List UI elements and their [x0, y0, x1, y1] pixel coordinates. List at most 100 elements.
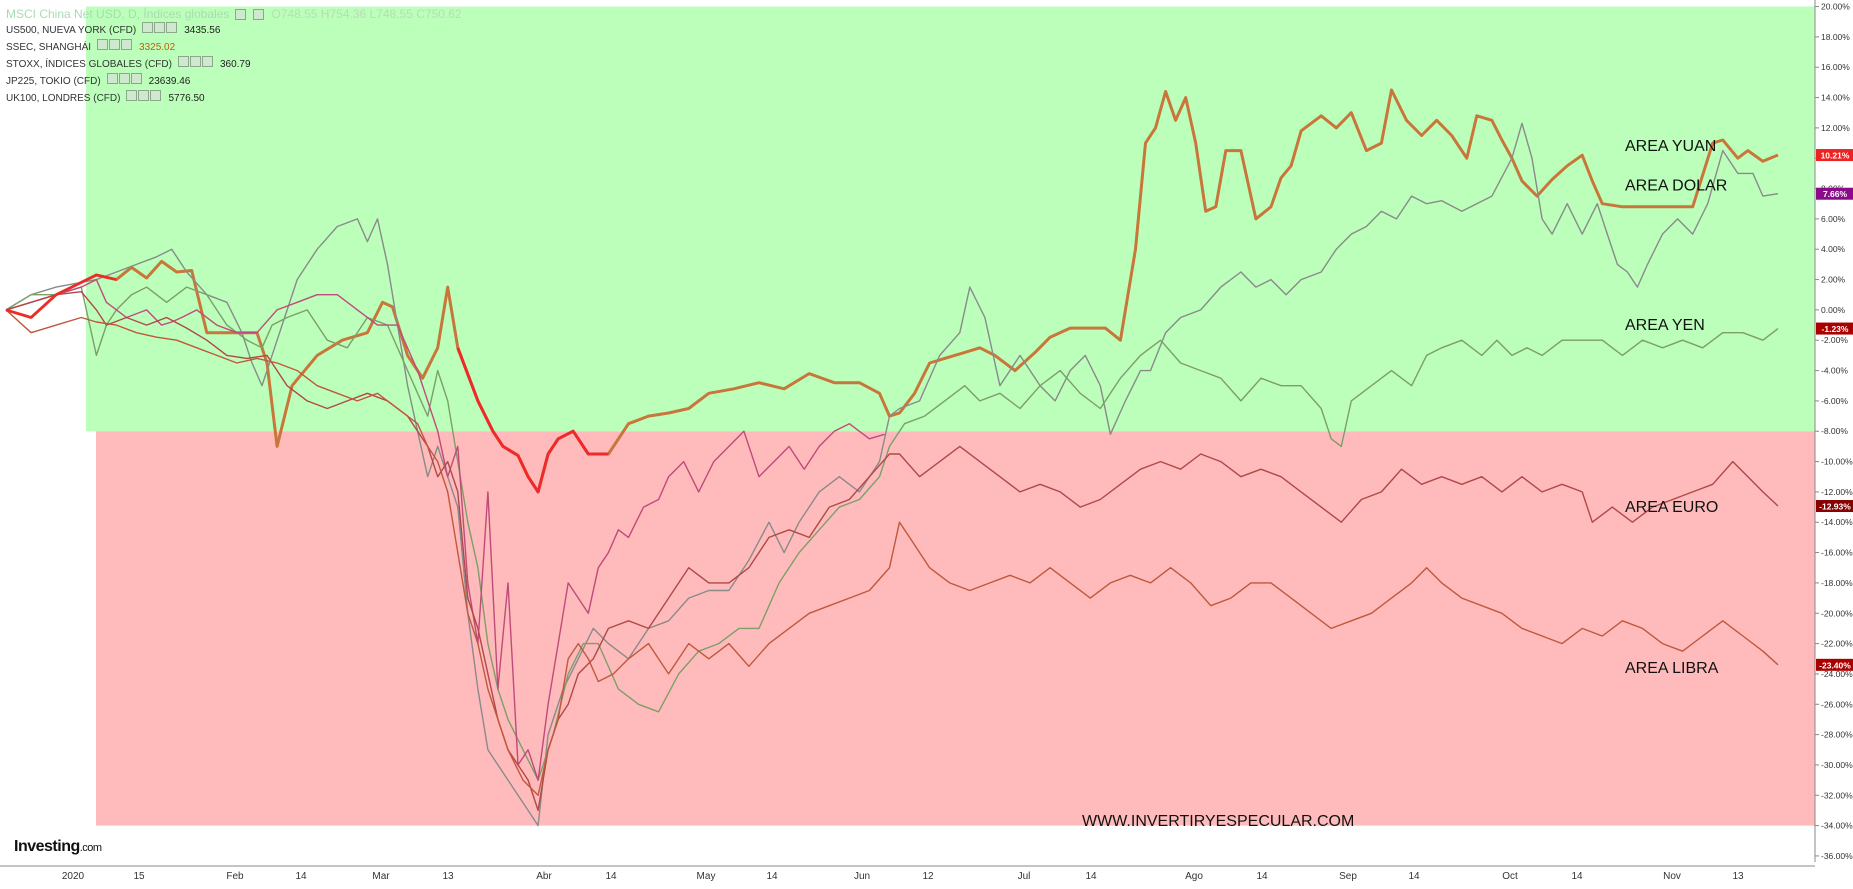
toggle-icon[interactable] [235, 8, 247, 20]
legend-row-icons[interactable] [177, 56, 214, 73]
y-tick-label: 14.00% [1821, 93, 1850, 103]
series-layer [5, 88, 1779, 827]
last-value-tag [1816, 500, 1853, 513]
y-axis: 20.00%18.00%16.00%14.00%12.00%10.00%8.00… [1814, 0, 1853, 862]
legend-row-icons[interactable] [97, 39, 133, 56]
settings-icon[interactable] [118, 73, 130, 84]
eye-icon[interactable] [106, 73, 118, 84]
x-tick-label: 13 [1732, 871, 1744, 882]
y-tick-label: -30.00% [1821, 760, 1853, 770]
legend-row[interactable]: STOXX, ÍNDICES GLOBALES (CFD) 360.79 [6, 56, 462, 73]
x-tick-label: 15 [133, 871, 145, 882]
series-line-6 [5, 309, 1779, 796]
close-icon[interactable] [166, 22, 178, 33]
y-tick-label: -14.00% [1821, 517, 1853, 527]
brand-suffix: .com [79, 842, 102, 854]
legend-row-name: UK100, LONDRES (CFD) [6, 92, 121, 104]
area-label: AREA DOLAR [1625, 178, 1727, 195]
y-tick-label: -32.00% [1821, 790, 1853, 800]
y-tick-label: -22.00% [1821, 639, 1853, 649]
y-tick-label: -4.00% [1821, 366, 1848, 376]
y-tick-label: 16.00% [1821, 62, 1850, 72]
legend-row-icons[interactable] [142, 22, 178, 39]
legend-row[interactable]: JP225, TOKIO (CFD) 23639.46 [6, 73, 462, 90]
close-icon[interactable] [130, 73, 142, 84]
last-value-tags: 10.21% 7.66% -1.23% -12.93% -23.40% [1816, 149, 1853, 671]
series-highlight-start [5, 273, 117, 319]
series-line-4 [5, 278, 885, 781]
series-line-5 [5, 291, 1779, 812]
x-axis: 2020 15 Feb 14 Mar 13 Abr 14 May 14 Jun 12 Jul 14 Ago 1… [0, 865, 1815, 882]
settings-icon[interactable] [154, 22, 166, 33]
last-value-label: 7.66% [1823, 189, 1848, 199]
y-tick-label: 6.00% [1821, 214, 1846, 224]
y-tick-label: 4.00% [1821, 244, 1846, 254]
legend-row-icons[interactable] [126, 90, 162, 107]
area-label: AREA EURO [1625, 499, 1718, 516]
legend-row[interactable]: UK100, LONDRES (CFD) 5776.50 [6, 90, 462, 107]
brand-name: Investing [14, 838, 80, 855]
legend-row-name: US500, NUEVA YORK (CFD) [6, 24, 137, 36]
x-tick-label: 14 [605, 871, 617, 882]
x-tick-label: Jun [854, 871, 870, 882]
legend-row-value: 360.79 [219, 58, 251, 70]
last-value-label: -12.93% [1819, 502, 1851, 512]
eye-icon[interactable] [177, 56, 189, 67]
eye-icon[interactable] [142, 22, 154, 33]
y-tick-label: 20.00% [1821, 2, 1850, 12]
x-tick-label: 14 [1085, 871, 1097, 882]
y-tick-label: -2.00% [1821, 335, 1848, 345]
last-value-tag [1816, 322, 1853, 335]
y-tick-label: 2.00% [1821, 275, 1846, 285]
last-value-label: -1.23% [1822, 324, 1849, 334]
legend-row-value: 3325.02 [139, 41, 176, 53]
y-tick-label: -8.00% [1821, 426, 1848, 436]
y-tick-label: 0.00% [1821, 305, 1846, 315]
brand-logo: Investing.com [14, 838, 102, 856]
close-icon[interactable] [201, 56, 213, 67]
series-line-3 [5, 286, 1779, 781]
legend-row-name: JP225, TOKIO (CFD) [6, 75, 101, 87]
eye-icon[interactable] [97, 39, 109, 50]
last-value-tag [1816, 187, 1853, 200]
y-tick-label: -18.00% [1821, 578, 1853, 588]
legend-main[interactable]: MSCI China Net USD, D, Índices globales … [6, 6, 462, 22]
x-tick-label: 12 [922, 871, 934, 882]
last-value-label: -23.40% [1819, 660, 1851, 670]
x-tick-label: 14 [1408, 871, 1420, 882]
watermark-text: WWW.INVERTIRYESPECULAR.COM [1082, 813, 1354, 830]
settings-icon[interactable] [189, 56, 201, 67]
area-label: AREA YEN [1625, 317, 1705, 334]
settings-icon[interactable] [253, 8, 265, 20]
settings-icon[interactable] [109, 39, 121, 50]
legend-row-name: SSEC, SHANGHÁI [6, 41, 92, 53]
legend-row-icons[interactable] [106, 73, 143, 90]
series-line-2 [5, 122, 1779, 827]
y-tick-label: -12.00% [1821, 487, 1853, 497]
x-tick-label: 14 [1571, 871, 1583, 882]
legend-row[interactable]: SSEC, SHANGHÁI 3325.02 [6, 39, 462, 56]
legend-row-value: 3435.56 [184, 24, 221, 36]
y-tick-label: -28.00% [1821, 730, 1853, 740]
x-tick-label: Abr [536, 871, 552, 882]
zone-red [96, 431, 1815, 826]
x-tick-label: Nov [1663, 871, 1681, 882]
settings-icon[interactable] [138, 90, 150, 101]
last-value-label: 10.21% [1821, 151, 1850, 161]
legend-row[interactable]: US500, NUEVA YORK (CFD) 3435.56 [6, 22, 462, 39]
y-tick-label: -6.00% [1821, 396, 1848, 406]
legend: MSCI China Net USD, D, Índices globales … [6, 6, 462, 107]
y-tick-label: -26.00% [1821, 699, 1853, 709]
x-tick-label: Ago [1185, 871, 1203, 882]
close-icon[interactable] [121, 39, 133, 50]
eye-icon[interactable] [126, 90, 138, 101]
y-tick-label: -10.00% [1821, 457, 1853, 467]
last-value-tag [1816, 658, 1853, 671]
legend-row-name: STOXX, ÍNDICES GLOBALES (CFD) [6, 58, 172, 70]
y-tick-label: -34.00% [1821, 821, 1853, 831]
y-tick-label: 12.00% [1821, 123, 1850, 133]
close-icon[interactable] [150, 90, 162, 101]
zone-green [86, 6, 1815, 432]
zones-layer [86, 6, 1815, 826]
